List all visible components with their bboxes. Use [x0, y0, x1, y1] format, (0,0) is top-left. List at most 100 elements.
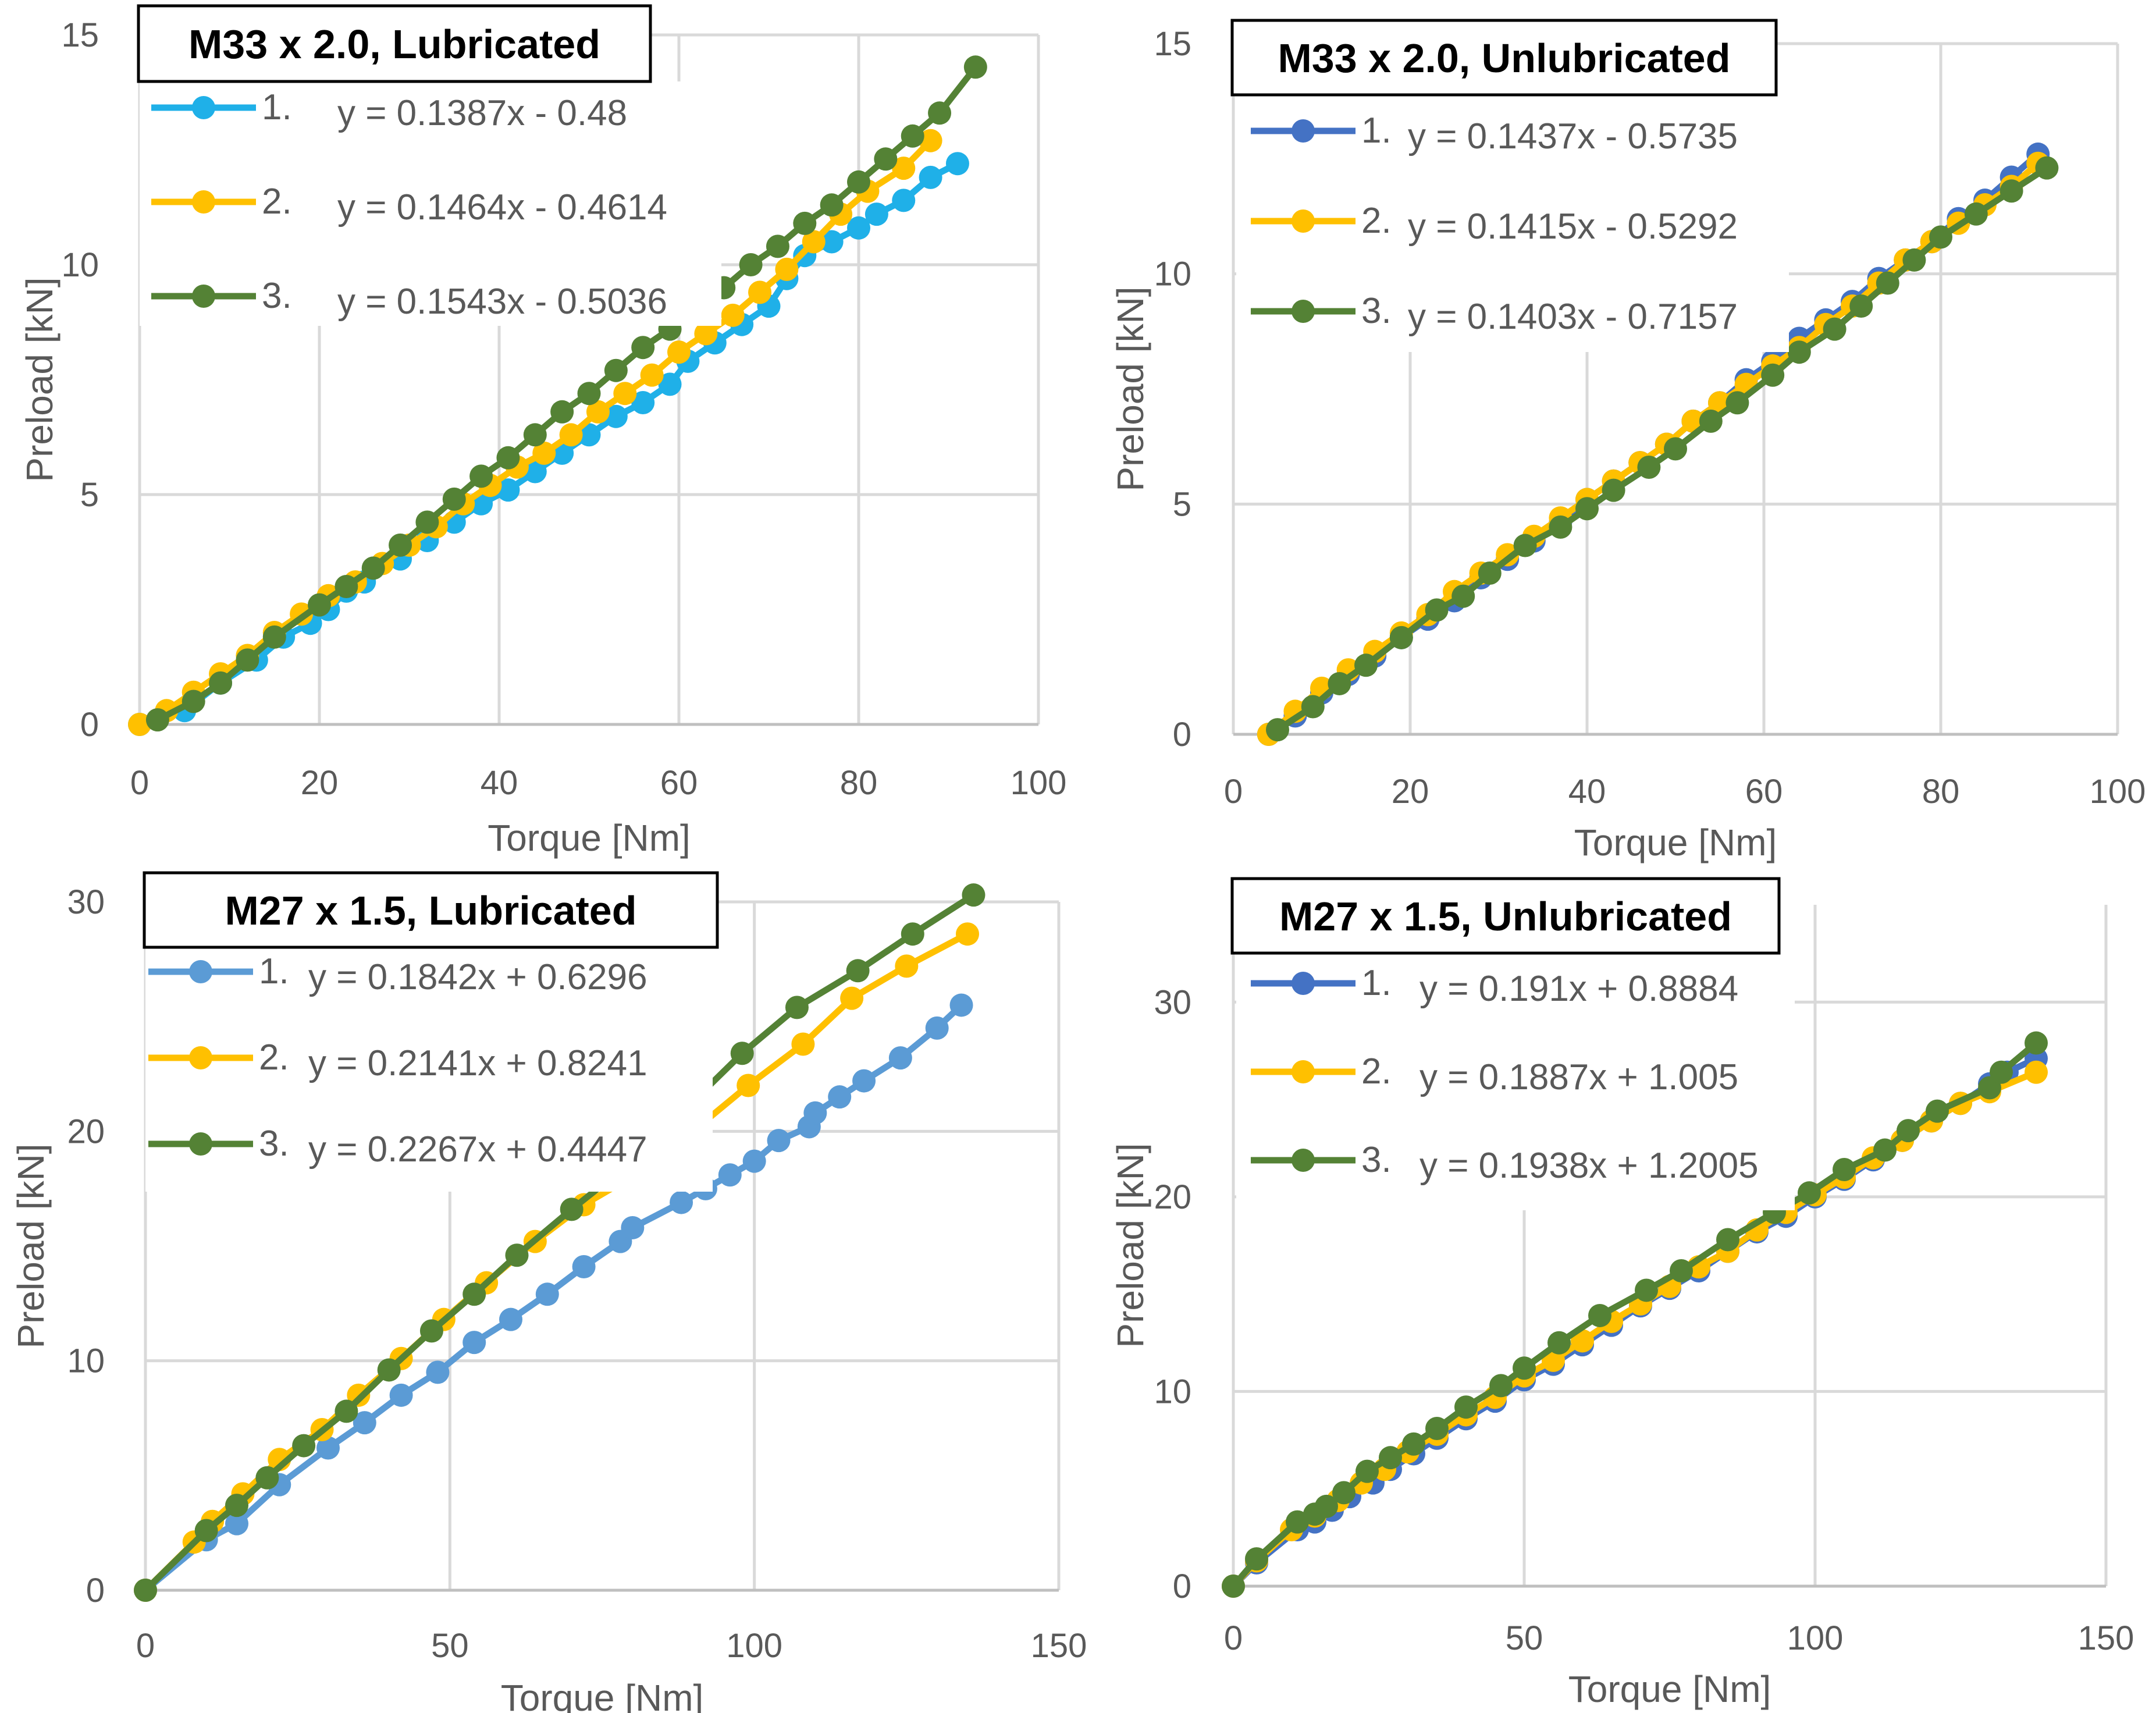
data-point — [847, 216, 870, 240]
data-point — [292, 1434, 316, 1458]
data-point — [802, 230, 826, 254]
trendline-equation: y = 0.1842x + 0.6296 — [308, 957, 647, 997]
data-point — [846, 959, 870, 983]
x-tick-label: 80 — [1922, 773, 1960, 811]
data-point — [523, 460, 547, 484]
x-tick-label: 100 — [726, 1627, 782, 1665]
data-point — [730, 1042, 754, 1065]
x-axis-title: Torque [Nm] — [488, 817, 691, 859]
data-point — [1379, 1446, 1402, 1470]
x-tick-label: 80 — [840, 764, 878, 802]
x-tick-label: 20 — [301, 764, 339, 802]
data-point — [1588, 1303, 1611, 1327]
data-point — [1266, 718, 1289, 742]
x-tick-label: 0 — [1224, 1619, 1243, 1657]
trendline-equation: y = 0.191x + 0.8884 — [1419, 969, 1738, 1009]
x-tick-label: 50 — [1506, 1619, 1543, 1657]
y-axis-title: Preload [kN] — [1109, 1143, 1151, 1348]
legend-item-2: 2. y = 0.1464x - 0.4614 — [151, 182, 667, 228]
data-point — [1849, 294, 1873, 318]
data-point — [775, 257, 799, 281]
legend-label: 1. — [262, 87, 292, 127]
legend-background — [145, 947, 713, 1192]
data-point — [2025, 1031, 2048, 1055]
y-tick-label: 5 — [1173, 485, 1191, 523]
x-axis: 0 20 40 60 80 100 — [1224, 44, 2146, 811]
legend-marker — [192, 285, 215, 308]
legend-marker — [189, 960, 212, 983]
data-point — [803, 1101, 827, 1125]
data-point — [919, 129, 942, 152]
x-tick-label: 40 — [481, 764, 518, 802]
data-point — [631, 336, 655, 360]
data-point — [919, 165, 942, 189]
data-point — [1451, 584, 1475, 608]
x-tick-label: 0 — [136, 1627, 155, 1665]
data-point — [1389, 626, 1413, 649]
legend-label: 1. — [1361, 963, 1392, 1003]
data-point — [1873, 1138, 1897, 1162]
data-point — [586, 400, 610, 424]
legend-item-1: 1. y = 0.1842x + 0.6296 — [148, 951, 647, 997]
legend: 1. y = 0.1437x - 0.5735 2. y = 0.1415x - 0.… — [1251, 111, 1738, 337]
data-point — [1245, 1547, 1268, 1571]
data-point — [828, 1085, 852, 1109]
data-point — [791, 1032, 815, 1056]
data-point — [852, 1069, 876, 1093]
data-point — [785, 996, 809, 1019]
title-box — [137, 4, 652, 83]
trendline-equation: y = 0.1387x - 0.48 — [337, 93, 627, 133]
data-point — [640, 363, 664, 387]
data-point — [1332, 1481, 1355, 1505]
data-point — [1328, 671, 1351, 695]
data-point — [1425, 1416, 1449, 1440]
data-point — [945, 152, 969, 176]
data-point — [389, 1383, 413, 1407]
y-tick-label: 0 — [80, 706, 99, 744]
trendline-equation: y = 0.2267x + 0.4447 — [308, 1129, 647, 1170]
data-point — [1897, 1119, 1920, 1143]
trendline-equation: y = 0.2141x + 0.8241 — [308, 1043, 647, 1083]
data-point — [1716, 1228, 1739, 1252]
data-point — [737, 1074, 760, 1097]
data-point — [1637, 456, 1661, 479]
data-point — [956, 922, 979, 946]
y-tick-label: 10 — [1154, 255, 1191, 293]
data-point — [1964, 202, 1988, 226]
x-tick-label: 50 — [431, 1627, 469, 1665]
data-point — [718, 1163, 742, 1187]
chart-title-text: M27 x 1.5, Lubricated — [225, 888, 636, 933]
trendline-equation: y = 0.1415x - 0.5292 — [1408, 207, 1738, 247]
y-tick-label: 10 — [1154, 1373, 1191, 1410]
legend-item-2: 2. y = 0.1415x - 0.5292 — [1251, 201, 1738, 247]
chart-title: M33 x 2.0, Lubricated — [137, 4, 652, 83]
x-tick-label: 60 — [660, 764, 698, 802]
data-point — [469, 464, 493, 488]
data-point — [225, 1512, 248, 1536]
chart-title: M27 x 1.5, Lubricated — [143, 871, 719, 949]
data-point — [1489, 1374, 1513, 1398]
data-point — [236, 648, 259, 672]
data-point — [1478, 561, 1502, 585]
legend-marker — [1292, 1060, 1315, 1083]
data-point — [928, 101, 952, 125]
data-point — [949, 993, 973, 1017]
data-point — [535, 1282, 559, 1306]
chart-panel-1: 0 20 40 60 80 100 0 5 10 15 Torque [Nm] Preload [kN… — [19, 4, 1066, 859]
chart-title: M33 x 2.0, Unlubricated — [1230, 19, 1778, 97]
legend-label: 2. — [259, 1037, 289, 1078]
legend-label: 3. — [262, 276, 292, 316]
data-point — [1635, 1278, 1658, 1302]
data-point — [962, 883, 986, 907]
data-point — [505, 1243, 529, 1267]
y-tick-label: 5 — [80, 476, 99, 514]
data-point — [1664, 437, 1687, 461]
data-point — [560, 1197, 584, 1221]
x-tick-label: 150 — [1031, 1627, 1087, 1665]
y-tick-label: 10 — [61, 246, 99, 284]
data-point — [335, 1399, 358, 1423]
data-point — [550, 400, 574, 424]
legend-marker — [1292, 119, 1315, 143]
data-point — [820, 193, 844, 217]
